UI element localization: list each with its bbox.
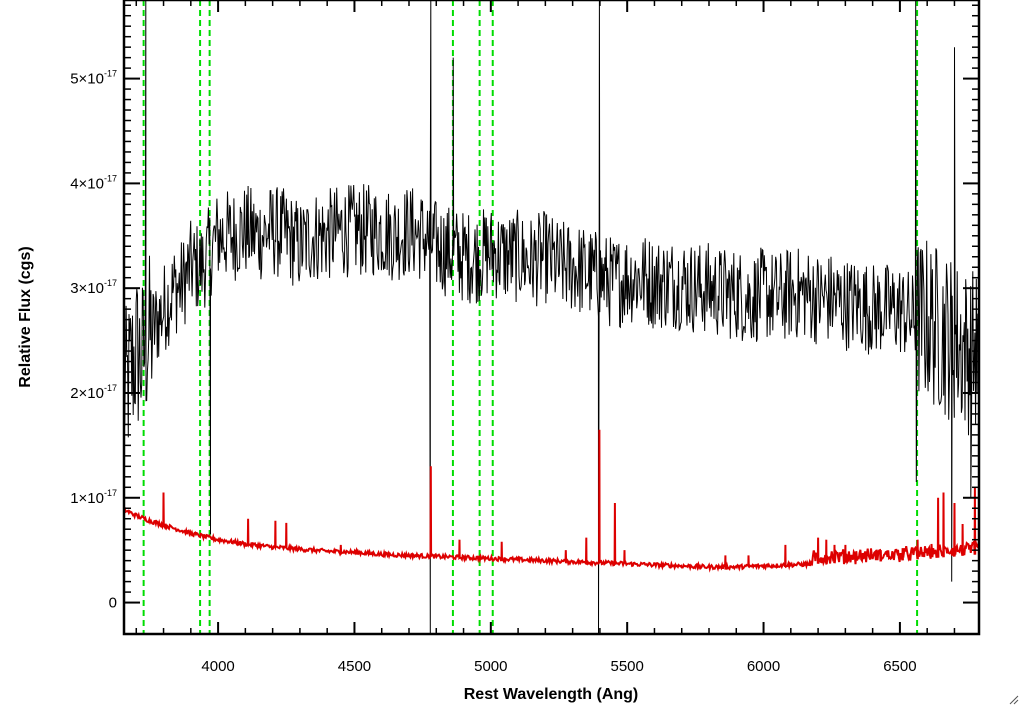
x-tick-label: 6500 bbox=[883, 658, 916, 675]
resize-grip-icon[interactable] bbox=[1009, 695, 1019, 705]
y-axis-title: Relative Flux (cgs) bbox=[17, 246, 34, 387]
y-tick-label: 0 bbox=[109, 595, 117, 612]
series-layer bbox=[124, 0, 979, 634]
plot-frame bbox=[122, 0, 981, 636]
y-axis-ticks: 01×10-172×10-173×10-174×10-175×10-17 bbox=[70, 4, 979, 612]
x-tick-label: 6000 bbox=[747, 658, 780, 675]
x-axis-ticks: 4000 4500 5000 5500 6000 6500 bbox=[135, 0, 956, 675]
observed-spectrum-line bbox=[124, 0, 979, 634]
x-tick-label: 4000 bbox=[201, 658, 234, 675]
x-tick-label: 5000 bbox=[474, 658, 507, 675]
x-axis-title: Rest Wavelength (Ang) bbox=[464, 686, 639, 703]
x-tick-label: 4500 bbox=[338, 658, 371, 675]
model-spectrum-line bbox=[124, 429, 979, 573]
x-tick-label: 5500 bbox=[610, 658, 643, 675]
